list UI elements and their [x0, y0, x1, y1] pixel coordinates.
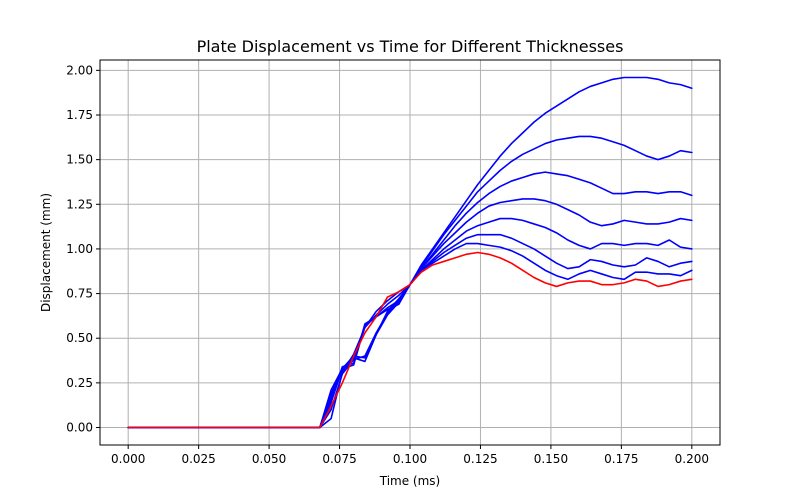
series-group: [127, 76, 693, 429]
series-line-6: [127, 233, 693, 429]
x-tick-label: 0.175: [604, 452, 638, 466]
x-axis-label: Time (ms): [379, 474, 441, 488]
y-tick-label: 0.00: [66, 421, 93, 435]
y-tick-label: 0.25: [66, 376, 93, 390]
y-tick-label: 0.50: [66, 331, 93, 345]
y-tick-label: 1.50: [66, 153, 93, 167]
x-tick-label: 0.100: [393, 452, 427, 466]
series-line-3: [127, 171, 693, 429]
series-line-7: [127, 242, 693, 429]
x-tick-label: 0.200: [675, 452, 709, 466]
y-tick-label: 2.00: [66, 63, 93, 77]
x-tick-label: 0.150: [534, 452, 568, 466]
y-tick-label: 1.00: [66, 242, 93, 256]
y-axis-label: Displacement (mm): [39, 193, 53, 312]
y-tick-label: 1.75: [66, 108, 93, 122]
x-tick-label: 0.075: [322, 452, 356, 466]
series-line-2: [127, 135, 693, 429]
x-tick-label: 0.000: [111, 452, 145, 466]
y-tick-label: 1.25: [66, 197, 93, 211]
series-line-8: [127, 251, 693, 429]
y-tick-label: 0.75: [66, 287, 93, 301]
x-tick-label: 0.050: [252, 452, 286, 466]
chart-title: Plate Displacement vs Time for Different…: [197, 37, 624, 56]
x-tick-label: 0.125: [463, 452, 497, 466]
axis-ticks: 0.000 0.025 0.050 0.075 0.100 0.125 0.150 0.175…: [66, 63, 709, 466]
grid: [100, 60, 720, 445]
x-tick-label: 0.025: [181, 452, 215, 466]
